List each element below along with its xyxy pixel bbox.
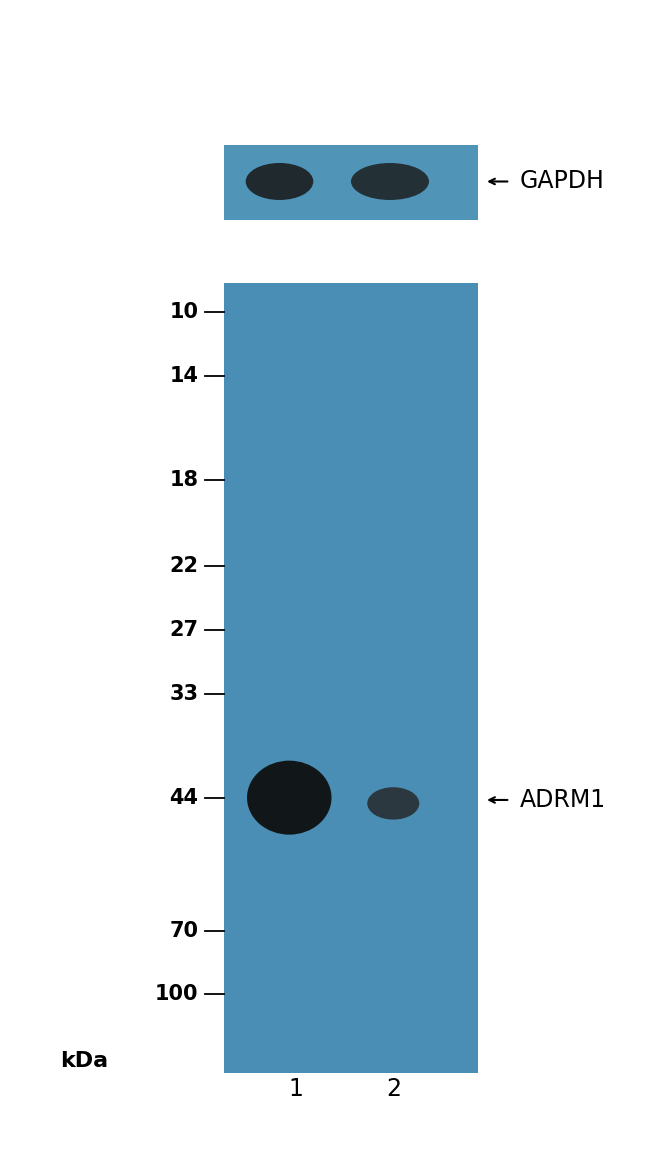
Text: 27: 27 <box>169 620 198 640</box>
Bar <box>224 144 478 220</box>
Text: 2: 2 <box>385 1077 401 1101</box>
Text: 1: 1 <box>289 1077 303 1101</box>
Text: GAPDH: GAPDH <box>520 170 605 193</box>
Text: 18: 18 <box>169 469 198 490</box>
Ellipse shape <box>367 787 419 820</box>
Ellipse shape <box>246 163 313 200</box>
Ellipse shape <box>351 163 429 200</box>
Text: 70: 70 <box>169 920 198 941</box>
Bar <box>224 283 478 1073</box>
Text: ADRM1: ADRM1 <box>520 788 606 812</box>
Text: 100: 100 <box>155 984 198 1005</box>
Text: 10: 10 <box>169 302 198 323</box>
Text: 14: 14 <box>169 365 198 386</box>
Text: 44: 44 <box>169 787 198 808</box>
Ellipse shape <box>247 761 332 835</box>
Text: 22: 22 <box>169 556 198 577</box>
Text: kDa: kDa <box>60 1051 109 1072</box>
Text: 33: 33 <box>169 683 198 704</box>
